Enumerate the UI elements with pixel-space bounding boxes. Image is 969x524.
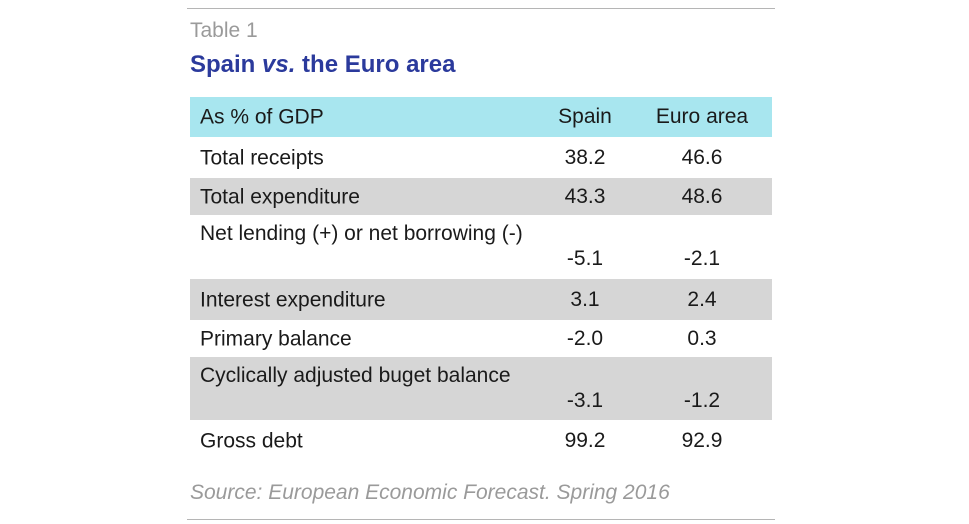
source-note: Source: European Economic Forecast. Spri…: [190, 481, 670, 504]
table-row: Cyclically adjusted buget balance -3.1 -…: [190, 357, 772, 420]
table-header-row: As % of GDP Spain Euro area: [190, 97, 772, 137]
spain-value: -5.1: [566, 247, 604, 270]
row-label: Cyclically adjusted buget balance: [200, 364, 511, 387]
column-header-measure: As % of GDP: [200, 105, 324, 129]
spain-value: -3.1: [566, 389, 604, 412]
euro-area-value: -1.2: [683, 389, 721, 412]
table-row: Total expenditure 43.3 48.6: [190, 178, 772, 215]
data-table: As % of GDP Spain Euro area Total receip…: [190, 97, 772, 461]
table-number: Table 1: [190, 19, 258, 42]
title-part-euro-area: the Euro area: [295, 51, 456, 78]
column-header-euro-area: Euro area: [655, 105, 749, 128]
euro-area-value: 48.6: [681, 184, 723, 208]
spain-value: 99.2: [564, 428, 606, 452]
row-label: Primary balance: [200, 327, 352, 350]
table-row: Total receipts 38.2 46.6: [190, 137, 772, 178]
row-label: Interest expenditure: [200, 288, 386, 311]
euro-area-value: -2.1: [683, 247, 721, 270]
euro-area-value: 92.9: [681, 428, 723, 452]
spain-value: 38.2: [564, 145, 606, 169]
row-label: Net lending (+) or net borrowing (-): [200, 222, 523, 245]
table-title: Spain vs. the Euro area: [190, 51, 455, 79]
table-row: Primary balance -2.0 0.3: [190, 320, 772, 357]
title-part-vs: vs.: [262, 51, 296, 78]
table-row: Gross debt 99.2 92.9: [190, 420, 772, 461]
spain-value: 3.1: [570, 287, 600, 311]
euro-area-value: 2.4: [687, 287, 717, 311]
table-row: Interest expenditure 3.1 2.4: [190, 279, 772, 320]
row-label: Total expenditure: [200, 185, 360, 208]
spain-value: 43.3: [564, 184, 606, 208]
table-panel: Table 1 Spain vs. the Euro area As % of …: [187, 8, 775, 520]
row-label: Gross debt: [200, 429, 303, 452]
euro-area-value: 46.6: [681, 145, 723, 169]
title-part-spain: Spain: [190, 51, 263, 78]
euro-area-value: 0.3: [687, 326, 717, 350]
spain-value: -2.0: [566, 326, 604, 350]
row-label: Total receipts: [200, 146, 324, 169]
column-header-spain: Spain: [558, 105, 612, 128]
table-row: Net lending (+) or net borrowing (-) -5.…: [190, 215, 772, 279]
